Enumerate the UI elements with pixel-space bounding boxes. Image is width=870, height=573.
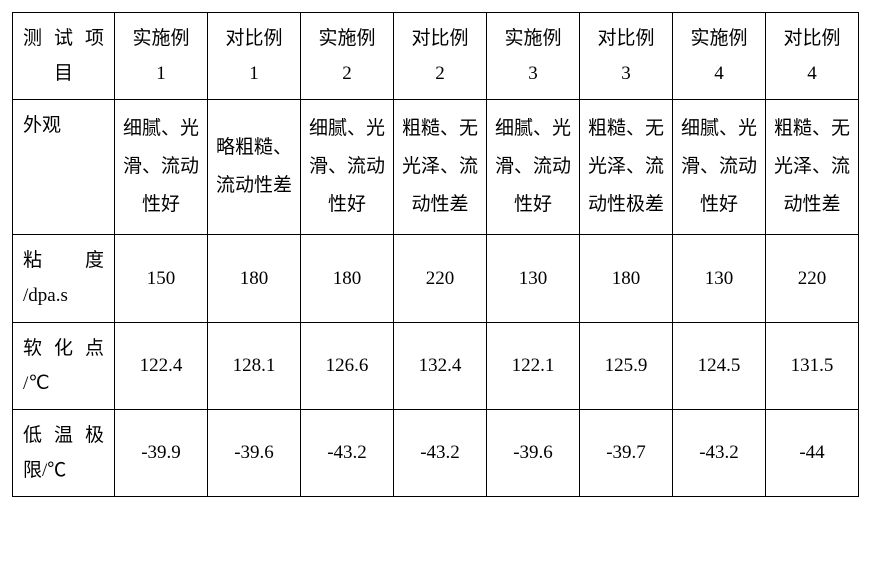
row-viscosity: 粘 度 /dpa.s 150 180 180 220 130 180 130 2… (13, 235, 859, 322)
hdr-n4: 4 (714, 63, 724, 84)
row-label-soften: 软 化 点 /℃ (13, 322, 115, 409)
cell-lowt-7: -44 (766, 409, 859, 496)
cell-visc-5: 180 (580, 235, 673, 322)
cell-soft-5: 125.9 (580, 322, 673, 409)
col-header-cmp3: 对比例 3 (580, 13, 673, 100)
cell-soft-7: 131.5 (766, 322, 859, 409)
col-header-ex1: 实施例 1 (115, 13, 208, 100)
cell-appearance-7: 粗糙、无光泽、流动性差 (766, 100, 859, 235)
data-table: 测试项 目 实施例 1 对比例 1 实施例 2 对比例 2 实施例 3 (12, 12, 859, 497)
hdr-cmp-label: 对比例 (225, 28, 282, 49)
row-label-appearance: 外观 (13, 100, 115, 235)
cell-lowt-6: -43.2 (673, 409, 766, 496)
hdr-cmp-label3: 对比例 (597, 28, 654, 49)
hdr-n4b: 4 (807, 63, 817, 84)
soft-unit: /℃ (23, 366, 104, 401)
lowt-label-line2: 限/℃ (23, 453, 104, 488)
cell-visc-2: 180 (301, 235, 394, 322)
cell-soft-2: 126.6 (301, 322, 394, 409)
hdr-n2b: 2 (435, 63, 445, 84)
row-lowtemp: 低 温 极 限/℃ -39.9 -39.6 -43.2 -43.2 -39.6 … (13, 409, 859, 496)
hdr-ex-label2: 实施例 (318, 28, 375, 49)
cell-appearance-6: 细腻、光滑、流动性好 (673, 100, 766, 235)
visc-unit: /dpa.s (23, 278, 104, 313)
row-label-viscosity: 粘 度 /dpa.s (13, 235, 115, 322)
cell-lowt-0: -39.9 (115, 409, 208, 496)
hdr-n2: 2 (342, 63, 352, 84)
visc-a: 粘 (23, 250, 61, 271)
cell-visc-1: 180 (208, 235, 301, 322)
cell-visc-3: 220 (394, 235, 487, 322)
cell-soft-4: 122.1 (487, 322, 580, 409)
hdr-n3b: 3 (621, 63, 631, 84)
hdr-n1b: 1 (249, 63, 259, 84)
cell-soft-0: 122.4 (115, 322, 208, 409)
hdr-cmp-label2: 对比例 (411, 28, 468, 49)
cell-lowt-4: -39.6 (487, 409, 580, 496)
visc-b: 度 (85, 250, 104, 271)
hdr-n1: 1 (156, 63, 166, 84)
cell-appearance-2: 细腻、光滑、流动性好 (301, 100, 394, 235)
row-soften: 软 化 点 /℃ 122.4 128.1 126.6 132.4 122.1 1… (13, 322, 859, 409)
hdr-ex-label4: 实施例 (690, 28, 747, 49)
cell-lowt-1: -39.6 (208, 409, 301, 496)
cell-lowt-2: -43.2 (301, 409, 394, 496)
col-header-ex4: 实施例 4 (673, 13, 766, 100)
soft-label-line1: 软 化 点 (23, 331, 104, 366)
cell-soft-3: 132.4 (394, 322, 487, 409)
hdr-n3: 3 (528, 63, 538, 84)
row-appearance: 外观 细腻、光滑、流动性好 略粗糙、流动性差 细腻、光滑、流动性好 粗糙、无光泽… (13, 100, 859, 235)
hdr-ex-label: 实施例 (132, 28, 189, 49)
col-header-cmp1: 对比例 1 (208, 13, 301, 100)
col-header-test-item: 测试项 目 (13, 13, 115, 100)
cell-appearance-0: 细腻、光滑、流动性好 (115, 100, 208, 235)
cell-appearance-3: 粗糙、无光泽、流动性差 (394, 100, 487, 235)
col-header-ex3: 实施例 3 (487, 13, 580, 100)
cell-soft-1: 128.1 (208, 322, 301, 409)
hdr-cmp-label4: 对比例 (783, 28, 840, 49)
cell-visc-7: 220 (766, 235, 859, 322)
cell-visc-0: 150 (115, 235, 208, 322)
cell-visc-4: 130 (487, 235, 580, 322)
col-header-ex2: 实施例 2 (301, 13, 394, 100)
table-header-row: 测试项 目 实施例 1 对比例 1 实施例 2 对比例 2 实施例 3 (13, 13, 859, 100)
col-header-cmp2: 对比例 2 (394, 13, 487, 100)
cell-appearance-1: 略粗糙、流动性差 (208, 100, 301, 235)
hdr-ex-label3: 实施例 (504, 28, 561, 49)
col-header-test-item-line2: 目 (23, 56, 104, 91)
cell-lowt-3: -43.2 (394, 409, 487, 496)
row-label-lowtemp: 低 温 极 限/℃ (13, 409, 115, 496)
cell-appearance-5: 粗糙、无光泽、流动性极差 (580, 100, 673, 235)
visc-label-line1: 粘 度 (23, 243, 104, 278)
col-header-cmp4: 对比例 4 (766, 13, 859, 100)
cell-visc-6: 130 (673, 235, 766, 322)
lowt-label-line1: 低 温 极 (23, 418, 104, 453)
cell-lowt-5: -39.7 (580, 409, 673, 496)
cell-appearance-4: 细腻、光滑、流动性好 (487, 100, 580, 235)
cell-soft-6: 124.5 (673, 322, 766, 409)
col-header-test-item-line1: 测试项 (23, 21, 104, 56)
